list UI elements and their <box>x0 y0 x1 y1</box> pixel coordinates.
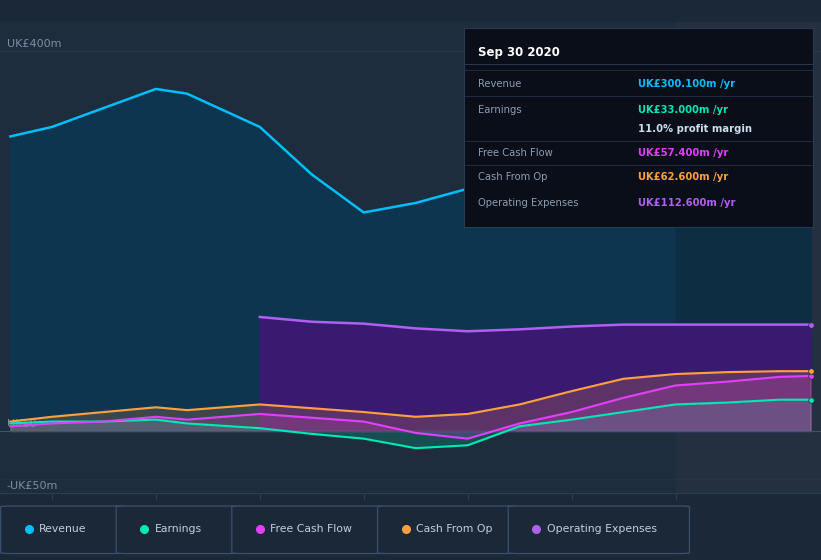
Text: UK£400m: UK£400m <box>7 39 61 49</box>
Text: UK£57.400m /yr: UK£57.400m /yr <box>639 148 729 158</box>
Text: UK£62.600m /yr: UK£62.600m /yr <box>639 172 728 182</box>
Text: Earnings: Earnings <box>478 105 521 114</box>
FancyBboxPatch shape <box>378 506 517 553</box>
Text: 11.0% profit margin: 11.0% profit margin <box>639 124 752 134</box>
Text: UK£112.600m /yr: UK£112.600m /yr <box>639 198 736 208</box>
Text: Cash From Op: Cash From Op <box>416 524 493 534</box>
FancyBboxPatch shape <box>1 506 126 553</box>
Text: -UK£50m: -UK£50m <box>7 481 58 491</box>
Bar <box>676 22 821 493</box>
Text: UK£300.100m /yr: UK£300.100m /yr <box>639 78 736 88</box>
Text: Operating Expenses: Operating Expenses <box>478 198 578 208</box>
Text: Revenue: Revenue <box>39 524 87 534</box>
FancyBboxPatch shape <box>117 506 241 553</box>
FancyBboxPatch shape <box>508 506 690 553</box>
Text: Earnings: Earnings <box>154 524 202 534</box>
Text: Cash From Op: Cash From Op <box>478 172 548 182</box>
Text: Revenue: Revenue <box>478 78 521 88</box>
Text: UK£0: UK£0 <box>7 419 36 428</box>
Text: Free Cash Flow: Free Cash Flow <box>270 524 352 534</box>
FancyBboxPatch shape <box>232 506 387 553</box>
Text: Free Cash Flow: Free Cash Flow <box>478 148 553 158</box>
Text: Operating Expenses: Operating Expenses <box>547 524 657 534</box>
Text: Sep 30 2020: Sep 30 2020 <box>478 46 560 59</box>
Text: UK£33.000m /yr: UK£33.000m /yr <box>639 105 728 114</box>
